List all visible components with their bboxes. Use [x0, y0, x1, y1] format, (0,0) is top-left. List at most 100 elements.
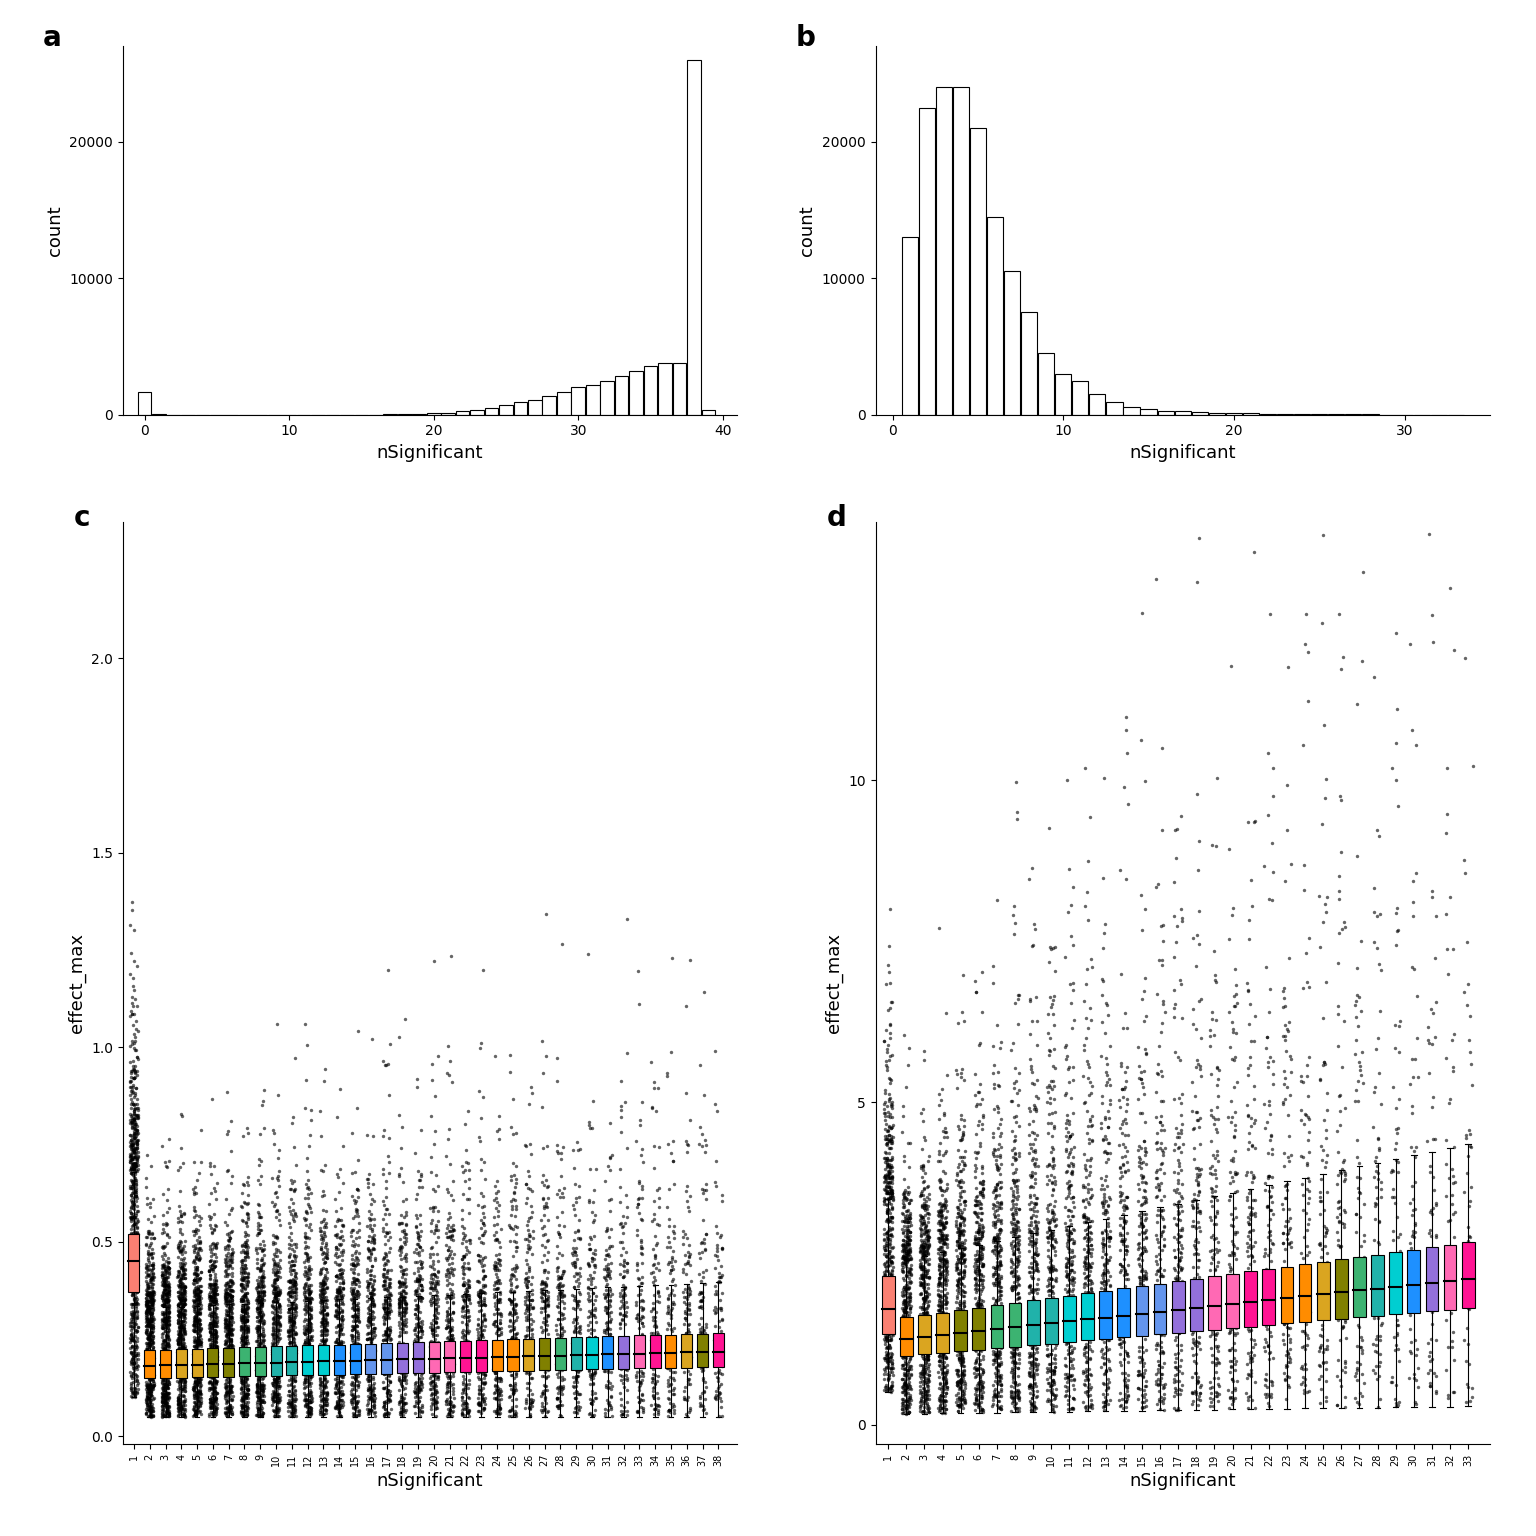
Point: [167, 1304, 192, 1329]
Point: [1057, 1236, 1081, 1261]
Point: [1204, 1226, 1229, 1250]
Point: [934, 1339, 958, 1364]
Point: [356, 1321, 381, 1346]
Point: [121, 1114, 146, 1138]
Point: [690, 1315, 714, 1339]
Point: [198, 1272, 223, 1296]
Point: [124, 1244, 149, 1269]
Point: [204, 1312, 229, 1336]
Point: [1089, 1246, 1114, 1270]
Point: [1458, 1005, 1482, 1029]
Point: [344, 1279, 369, 1304]
Point: [874, 1378, 899, 1402]
Point: [1144, 1129, 1169, 1154]
Point: [324, 1395, 349, 1419]
Point: [1183, 1135, 1207, 1160]
Point: [705, 1366, 730, 1390]
Point: [214, 1289, 238, 1313]
Point: [418, 1289, 442, 1313]
Point: [250, 1290, 275, 1315]
Point: [212, 1278, 237, 1303]
Point: [181, 1312, 206, 1336]
Point: [1021, 1372, 1046, 1396]
Point: [154, 1290, 178, 1315]
Point: [1134, 1189, 1158, 1213]
Point: [313, 1398, 338, 1422]
Point: [949, 1372, 974, 1396]
Point: [1223, 1322, 1247, 1347]
Point: [181, 1329, 206, 1353]
Point: [167, 1272, 192, 1296]
Point: [266, 1356, 290, 1381]
Point: [594, 1289, 619, 1313]
Point: [203, 1353, 227, 1378]
Point: [928, 1263, 952, 1287]
Point: [358, 1181, 382, 1206]
Point: [293, 1240, 318, 1264]
Point: [926, 1353, 951, 1378]
Point: [220, 1312, 244, 1336]
Point: [932, 1240, 957, 1264]
Point: [327, 1287, 352, 1312]
Point: [424, 1295, 449, 1319]
Point: [1040, 1154, 1064, 1178]
Point: [576, 1190, 601, 1215]
Point: [232, 1260, 257, 1284]
Point: [421, 1375, 445, 1399]
Point: [370, 1217, 395, 1241]
Point: [1072, 1203, 1097, 1227]
Point: [201, 1381, 226, 1405]
Point: [693, 1327, 717, 1352]
Point: [1001, 1260, 1026, 1284]
Point: [894, 1398, 919, 1422]
Point: [422, 1398, 447, 1422]
Point: [1058, 1286, 1083, 1310]
Point: [915, 1206, 940, 1230]
Point: [204, 1306, 229, 1330]
Point: [660, 1267, 685, 1292]
Point: [181, 1361, 206, 1385]
Point: [487, 1103, 511, 1127]
Point: [876, 1163, 900, 1187]
Point: [370, 1273, 395, 1298]
Point: [1130, 988, 1155, 1012]
Point: [292, 1250, 316, 1275]
Point: [204, 1329, 229, 1353]
Point: [235, 1264, 260, 1289]
Point: [315, 1322, 339, 1347]
Point: [894, 1401, 919, 1425]
Point: [137, 1333, 161, 1358]
Point: [123, 1103, 147, 1127]
Point: [949, 1241, 974, 1266]
Point: [203, 1232, 227, 1256]
Point: [677, 948, 702, 972]
Point: [951, 1209, 975, 1233]
Point: [358, 1270, 382, 1295]
Point: [986, 1074, 1011, 1098]
Point: [530, 1395, 554, 1419]
Point: [468, 1147, 493, 1172]
Point: [261, 1326, 286, 1350]
Point: [155, 1375, 180, 1399]
Point: [1026, 1210, 1051, 1235]
Point: [710, 1361, 734, 1385]
Point: [908, 1370, 932, 1395]
Point: [137, 1393, 161, 1418]
Point: [911, 1232, 935, 1256]
Point: [1020, 1393, 1044, 1418]
Point: [232, 1247, 257, 1272]
Point: [218, 1269, 243, 1293]
Point: [876, 1175, 900, 1200]
Point: [971, 1264, 995, 1289]
Point: [233, 1359, 258, 1384]
Point: [1000, 1203, 1025, 1227]
Point: [220, 1399, 244, 1424]
Point: [220, 1292, 244, 1316]
Point: [166, 1292, 190, 1316]
Point: [694, 1172, 719, 1197]
Point: [250, 1272, 275, 1296]
Point: [247, 1310, 272, 1335]
Point: [197, 1284, 221, 1309]
Point: [120, 1260, 144, 1284]
Point: [1115, 1342, 1140, 1367]
